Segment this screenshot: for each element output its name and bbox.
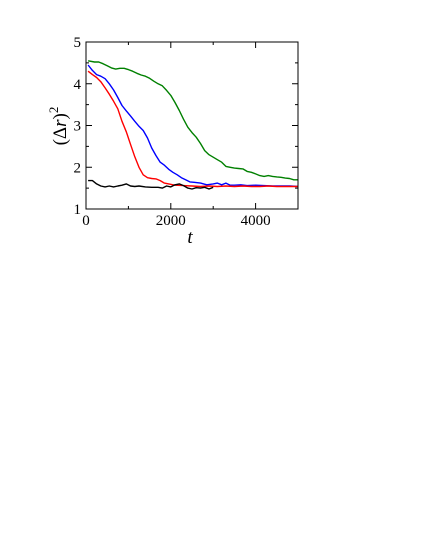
y-tick-label: 2	[74, 160, 82, 176]
y-tick-label: 4	[74, 77, 82, 93]
y-axis-label-exponent: 2	[46, 107, 61, 114]
y-axis-label-var: r	[50, 119, 71, 127]
x-tick-label: 0	[82, 213, 90, 229]
plot-frame	[85, 41, 299, 210]
series-line-1	[87, 64, 299, 188]
y-axis-label: (Δr)2	[46, 107, 71, 146]
y-axis-label-delta: Δ	[50, 127, 71, 139]
x-tick-label: 4000	[241, 213, 271, 229]
y-axis-label-open: (	[50, 139, 71, 145]
series-line-3	[88, 179, 214, 190]
series-line-2	[87, 70, 298, 188]
series-line-0	[87, 60, 298, 181]
y-tick-label: 1	[74, 202, 82, 218]
y-tick-label: 5	[74, 35, 82, 51]
x-tick-label: 2000	[156, 213, 186, 229]
y-tick-label: 3	[74, 119, 82, 135]
y-axis-label-close: )	[50, 113, 71, 119]
x-axis-label: t	[187, 227, 193, 248]
plot-area: 0 2000 4000 1 2 3 4 5	[74, 35, 299, 229]
